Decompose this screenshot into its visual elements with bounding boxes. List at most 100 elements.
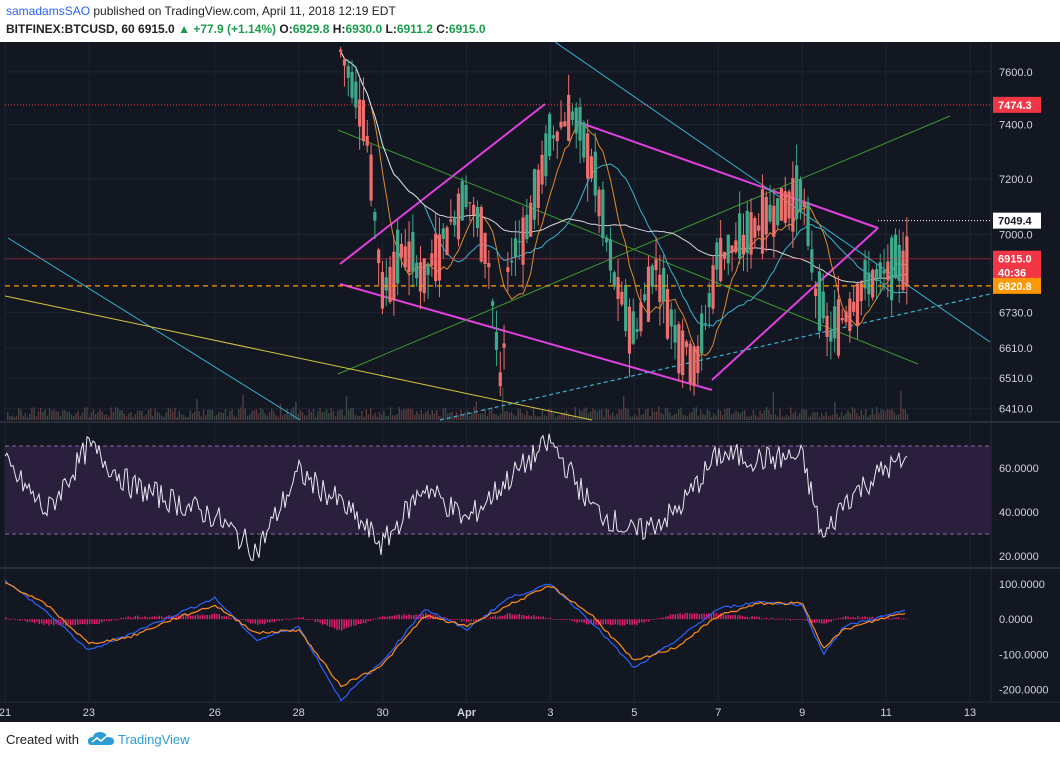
macd-histogram-bar bbox=[895, 617, 897, 620]
tradingview-brand-link[interactable]: TradingView bbox=[118, 732, 190, 747]
macd-histogram-bar bbox=[888, 617, 890, 620]
candle-body bbox=[582, 122, 586, 158]
candle-body bbox=[665, 289, 670, 339]
candle-body bbox=[836, 299, 841, 356]
price-label-box bbox=[993, 264, 1041, 281]
macd-histogram-bar bbox=[108, 619, 110, 622]
volume-bar bbox=[895, 415, 898, 420]
candle-body bbox=[563, 121, 567, 127]
macd-histogram-bar bbox=[825, 619, 828, 624]
candle-body bbox=[635, 329, 639, 332]
macd-histogram-bar bbox=[849, 617, 852, 620]
candle-body bbox=[426, 264, 430, 276]
macd-histogram-bar bbox=[691, 613, 693, 620]
macd-histogram-bar bbox=[725, 614, 727, 620]
volume-bar bbox=[420, 409, 422, 420]
volume-bar bbox=[645, 409, 647, 420]
macd-histogram-bar bbox=[645, 619, 648, 622]
candle-body bbox=[669, 309, 673, 327]
volume-bar bbox=[209, 409, 211, 420]
macd-histogram-bar bbox=[679, 613, 681, 620]
macd-histogram-bar bbox=[669, 614, 672, 620]
time-axis[interactable]: 21 23 26 28 30 Apr 3 5 7 9 11 13 bbox=[0, 707, 976, 719]
candle-body bbox=[574, 107, 578, 134]
volume-bar bbox=[235, 416, 238, 420]
macd-histogram-bar bbox=[74, 619, 76, 626]
volume-bar bbox=[7, 412, 9, 420]
volume-bar bbox=[671, 415, 673, 420]
candle-body bbox=[578, 106, 582, 141]
volume-bar bbox=[796, 415, 799, 420]
volume-bar bbox=[75, 412, 77, 420]
macd-histogram-bar bbox=[485, 618, 487, 620]
candle-body bbox=[639, 302, 643, 332]
volume-bar bbox=[783, 416, 785, 420]
time-tick-label: 11 bbox=[880, 707, 891, 719]
macd-histogram-bar bbox=[422, 613, 424, 620]
volume-bar bbox=[638, 407, 640, 420]
volume-bar bbox=[495, 414, 497, 420]
macd-histogram-bar bbox=[626, 619, 628, 625]
volume-bar bbox=[350, 407, 352, 420]
macd-histogram-bar bbox=[813, 619, 816, 624]
macd-histogram-bar bbox=[96, 619, 98, 625]
volume-bar bbox=[887, 409, 889, 420]
volume-bar bbox=[818, 416, 821, 420]
volume-bar bbox=[904, 409, 906, 420]
volume-bar bbox=[458, 414, 460, 420]
volume-bar bbox=[255, 409, 257, 420]
volume-bar bbox=[123, 413, 125, 420]
price-pane[interactable] bbox=[4, 42, 991, 421]
volume-bar bbox=[840, 412, 843, 420]
macd-histogram-bar bbox=[482, 618, 484, 620]
volume-bar bbox=[526, 410, 528, 420]
candle-body bbox=[361, 100, 366, 142]
volume-bar bbox=[535, 415, 537, 420]
candle-body bbox=[601, 189, 605, 239]
macd-histogram-bar bbox=[775, 619, 777, 620]
rsi-pane[interactable] bbox=[4, 433, 991, 562]
macd-histogram-bar bbox=[789, 619, 792, 621]
candle-body bbox=[540, 154, 544, 185]
volume-bar bbox=[414, 414, 416, 420]
volume-bar bbox=[585, 407, 587, 420]
tradingview-cloud-icon[interactable] bbox=[88, 731, 114, 747]
volume-bar bbox=[862, 415, 865, 420]
volume-bar bbox=[359, 415, 361, 420]
macd-histogram-bar bbox=[357, 619, 360, 625]
macd-histogram-bar bbox=[117, 619, 120, 621]
macd-histogram-bar bbox=[494, 615, 496, 620]
volume-bar bbox=[477, 413, 480, 420]
chart-canvas[interactable]: 7600.0 7400.0 7200.0 7000.0 6730.0 6610.0 6510… bbox=[0, 42, 1060, 722]
macd-histogram-bar bbox=[506, 613, 508, 620]
volume-bar bbox=[706, 408, 708, 420]
price-axis[interactable]: 7600.0 7400.0 7200.0 7000.0 6730.0 6610.0 6510… bbox=[993, 67, 1049, 697]
macd-histogram-bar bbox=[581, 619, 583, 623]
volume-bar bbox=[766, 407, 768, 420]
volume-bar bbox=[521, 413, 524, 420]
volume-bar bbox=[788, 416, 790, 420]
volume-bar bbox=[103, 414, 106, 420]
symbol-label: BITFINEX:BTCUSD, 60 bbox=[6, 22, 135, 36]
candle-body bbox=[859, 281, 863, 302]
author-link[interactable]: samadamsSAO bbox=[6, 4, 91, 18]
macd-histogram-bar bbox=[21, 619, 24, 620]
candle-body bbox=[369, 154, 373, 201]
volume-bar bbox=[365, 409, 367, 420]
macd-pane[interactable] bbox=[4, 579, 907, 702]
macd-histogram-bar bbox=[761, 618, 763, 620]
candle-body bbox=[437, 234, 442, 281]
macd-histogram-bar bbox=[749, 617, 751, 620]
macd-histogram-bar bbox=[134, 615, 136, 620]
candle-series[interactable] bbox=[339, 46, 909, 397]
macd-histogram-bar bbox=[741, 615, 744, 620]
volume-bar bbox=[596, 411, 598, 420]
price-label-box bbox=[993, 212, 1041, 229]
volume-bar bbox=[425, 412, 427, 420]
volume-bar bbox=[312, 409, 315, 420]
macd-histogram-bar bbox=[295, 617, 297, 620]
volume-bar bbox=[594, 409, 596, 420]
volume-bar bbox=[418, 414, 420, 420]
high-value: 6930.0 bbox=[345, 22, 383, 36]
volume-bar bbox=[541, 410, 543, 420]
